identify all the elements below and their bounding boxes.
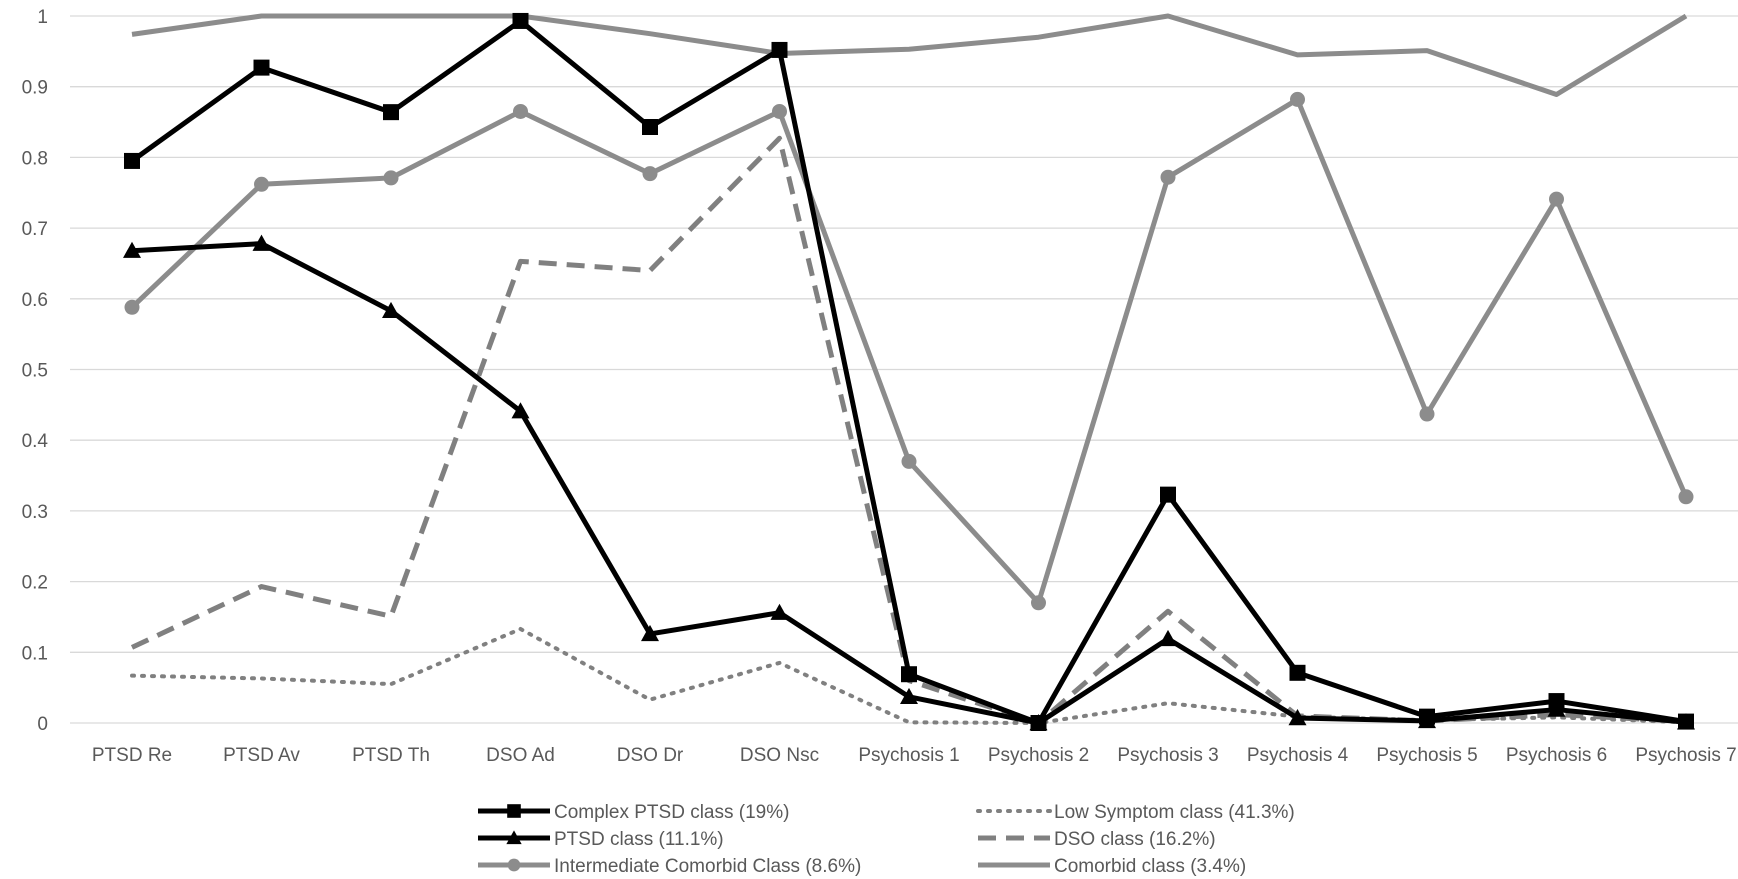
legend-item: Intermediate Comorbid Class (8.6%) — [478, 856, 861, 877]
legend-item: Complex PTSD class (19%) — [478, 802, 789, 823]
series-ptsd-class-11-1 — [123, 234, 1695, 731]
x-tick-label: Psychosis 5 — [1376, 745, 1477, 766]
grid — [70, 15, 1738, 724]
series-line — [130, 96, 1689, 606]
data-point-circle — [1419, 406, 1435, 422]
x-tick-label: DSO Dr — [617, 745, 684, 766]
data-point-square — [1160, 486, 1176, 503]
data-point-circle — [1678, 489, 1694, 505]
x-tick-label: DSO Ad — [486, 745, 555, 766]
data-point-square — [512, 12, 529, 29]
y-tick-label: 0.6 — [22, 290, 48, 311]
data-point-triangle — [900, 687, 918, 705]
x-tick-label: PTSD Re — [92, 745, 172, 766]
legend: Complex PTSD class (19%) Low Symptom clas… — [478, 802, 1295, 877]
series-low-symptom-class-41-3 — [130, 626, 1688, 725]
data-point-circle — [772, 103, 787, 119]
legend-item: Comorbid class (3.4%) — [978, 856, 1246, 877]
data-point-triangle — [641, 624, 659, 642]
data-point-triangle — [123, 241, 141, 258]
data-point-circle — [124, 299, 140, 315]
legend-marker-triangle — [506, 830, 522, 845]
data-point-triangle — [1288, 709, 1307, 726]
data-point-square — [642, 118, 658, 135]
series-line — [130, 626, 1688, 725]
data-point-square — [124, 152, 140, 169]
x-tick-label: PTSD Th — [352, 745, 430, 766]
legend-marker-circle — [507, 858, 521, 872]
x-tick-label: Psychosis 7 — [1635, 745, 1736, 766]
legend-label: Intermediate Comorbid Class (8.6%) — [554, 856, 861, 877]
x-tick-label: PTSD Av — [223, 745, 300, 766]
series-line — [130, 135, 1687, 726]
y-tick-label: 0.8 — [22, 148, 48, 169]
data-point-square — [1419, 708, 1435, 725]
data-point-square — [383, 104, 399, 121]
y-tick-label: 0.7 — [22, 219, 48, 240]
legend-label: DSO class (16.2%) — [1054, 829, 1216, 850]
legend-label: Comorbid class (3.4%) — [1054, 856, 1246, 877]
data-point-circle — [901, 453, 917, 469]
y-tick-label: 0 — [37, 714, 48, 735]
data-point-square — [1548, 693, 1565, 710]
data-point-square — [1030, 715, 1047, 731]
legend-item: PTSD class (11.1%) — [478, 829, 724, 850]
data-point-square — [771, 41, 788, 58]
data-point-circle — [513, 103, 528, 119]
x-axis-ticks: PTSD Re PTSD Av PTSD Th DSO Ad DSO Dr DSO Nsc… — [92, 745, 1737, 766]
x-tick-label: DSO Nsc — [740, 745, 819, 766]
data-point-circle — [383, 170, 399, 186]
data-point-square — [1289, 664, 1306, 681]
series-line — [131, 13, 1688, 97]
x-tick-label: Psychosis 2 — [988, 745, 1089, 766]
data-point-triangle — [511, 402, 530, 419]
y-tick-label: 0.2 — [22, 573, 48, 594]
y-tick-label: 1 — [37, 7, 48, 28]
series-intermediate-comorbid-class-8-6 — [124, 91, 1694, 611]
data-point-circle — [642, 166, 658, 182]
series-complex-ptsd-class-19 — [124, 12, 1694, 731]
y-tick-label: 0.1 — [22, 643, 48, 664]
data-point-circle — [1290, 91, 1305, 107]
y-tick-label: 0.5 — [22, 361, 48, 382]
y-tick-label: 0.3 — [22, 502, 48, 523]
series-line — [131, 241, 1687, 726]
legend-label: Low Symptom class (41.3%) — [1054, 802, 1295, 823]
legend-label: Complex PTSD class (19%) — [554, 802, 789, 823]
series-dso-class-16-2 — [130, 135, 1687, 726]
y-axis-ticks: 0 0.1 0.2 0.3 0.4 0.5 0.6 0.7 0.8 0.9 1 — [22, 7, 49, 735]
data-point-circle — [1031, 595, 1046, 611]
data-point-triangle — [770, 603, 789, 620]
x-tick-label: Psychosis 3 — [1117, 745, 1218, 766]
data-point-square — [901, 666, 917, 683]
x-tick-label: Psychosis 1 — [858, 745, 959, 766]
data-point-square — [253, 59, 270, 76]
legend-label: PTSD class (11.1%) — [554, 829, 724, 850]
x-tick-label: Psychosis 6 — [1506, 745, 1607, 766]
data-point-circle — [254, 176, 269, 192]
data-point-triangle — [382, 301, 400, 319]
x-tick-label: Psychosis 4 — [1247, 745, 1349, 766]
y-tick-label: 0.4 — [22, 431, 49, 452]
series-comorbid-class-3-4 — [131, 13, 1688, 97]
legend-item: DSO class (16.2%) — [978, 829, 1216, 850]
legend-item: Low Symptom class (41.3%) — [976, 802, 1295, 823]
data-point-circle — [1160, 169, 1176, 185]
data-point-triangle — [252, 234, 271, 251]
y-tick-label: 0.9 — [22, 78, 48, 99]
legend-marker-square — [507, 804, 521, 818]
data-point-circle — [1549, 191, 1564, 207]
data-point-square — [1678, 713, 1694, 730]
data-point-triangle — [1159, 629, 1177, 647]
plot-series — [123, 12, 1695, 731]
